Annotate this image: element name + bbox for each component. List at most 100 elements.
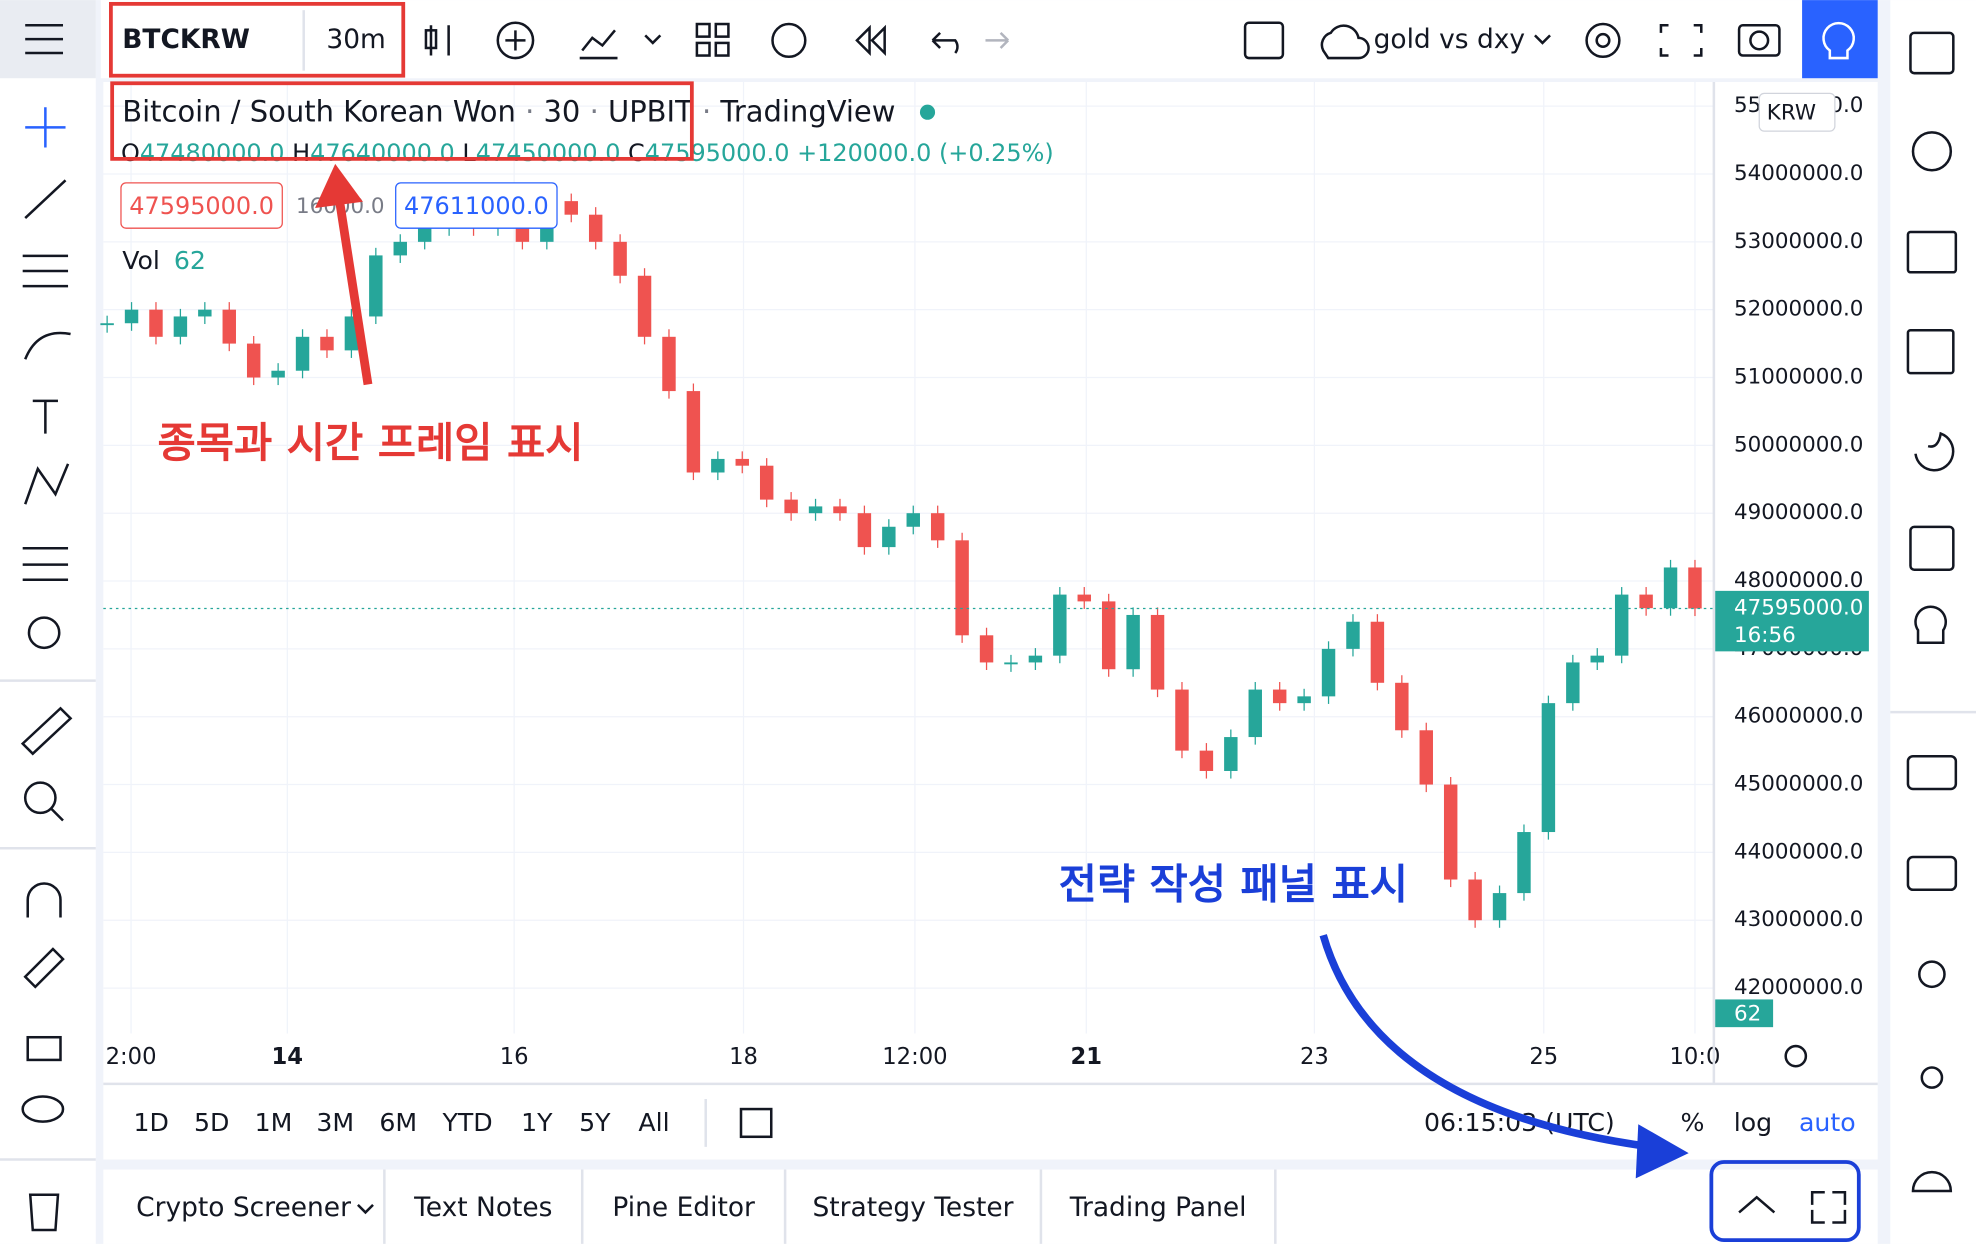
volume-label: Vol <box>122 246 160 275</box>
settings-icon[interactable] <box>1784 1044 1808 1068</box>
range-button[interactable]: 5Y <box>579 1108 611 1137</box>
currency[interactable]: KRW <box>1767 101 1816 126</box>
candle <box>1419 730 1433 785</box>
candle <box>124 309 139 324</box>
left-toolbar <box>0 0 96 1244</box>
x-tick-label: 23 <box>1300 1044 1329 1070</box>
tab[interactable]: Trading Panel <box>1069 1192 1247 1223</box>
range-button[interactable]: 1D <box>134 1108 169 1137</box>
candle <box>1566 662 1580 704</box>
candle <box>295 336 310 371</box>
candle <box>759 465 774 500</box>
range-button[interactable]: 5D <box>194 1108 229 1137</box>
symbol[interactable]: BTCKRW <box>122 24 250 55</box>
maximize-icon[interactable] <box>1810 1190 1847 1224</box>
candle <box>1272 689 1287 704</box>
candle <box>637 275 652 337</box>
dropdown-icon <box>357 1203 374 1215</box>
currency-button[interactable] <box>1758 92 1836 132</box>
candle <box>1248 689 1262 738</box>
candle <box>1150 614 1165 690</box>
candle <box>930 513 945 541</box>
blue-arrow-head <box>1635 1124 1689 1179</box>
blue-arrow <box>1319 934 1652 1151</box>
range-button[interactable]: YTD <box>441 1108 492 1137</box>
ohlc-value: 47595000.0 <box>645 139 790 167</box>
layout-name[interactable]: gold vs dxy <box>1374 24 1525 55</box>
tab[interactable]: Crypto Screener <box>136 1192 351 1223</box>
ideas-button[interactable] <box>1802 0 1878 79</box>
y-tick-label: 42000000.0 <box>1734 975 1863 1000</box>
goto-date-icon[interactable] <box>739 1107 773 1139</box>
interval[interactable]: 30m <box>326 24 385 55</box>
collapse-icon[interactable] <box>1738 1195 1776 1214</box>
sell-button[interactable] <box>120 182 283 229</box>
separator: · <box>516 95 544 129</box>
candle <box>1395 682 1409 731</box>
candle <box>1663 567 1678 609</box>
x-tick-label: 10:0 <box>1670 1044 1721 1070</box>
red-arrow-head <box>315 163 363 209</box>
candle <box>857 513 872 548</box>
range-button[interactable]: All <box>638 1108 669 1137</box>
range-button[interactable]: 6M <box>379 1108 417 1137</box>
candle <box>833 506 847 514</box>
sell-price[interactable]: 47595000.0 <box>129 192 274 220</box>
candle <box>173 316 188 337</box>
x-tick-label: 25 <box>1529 1044 1558 1070</box>
ohlc-key: O <box>121 139 140 167</box>
separator: · <box>580 95 608 129</box>
bottom-tabs-bar <box>103 1169 1878 1244</box>
change: +120000.0 (+0.25%) <box>797 139 1054 167</box>
range-button[interactable]: 3M <box>316 1108 354 1137</box>
candle <box>1077 594 1091 602</box>
y-tick-label: 48000000.0 <box>1734 568 1863 593</box>
x-tick-label: 14 <box>272 1044 304 1070</box>
candle <box>100 323 114 326</box>
tab[interactable]: Text Notes <box>413 1192 552 1223</box>
legend-title: Bitcoin / South Korean Won · 30 · UPBIT … <box>122 95 895 129</box>
y-tick-label: 45000000.0 <box>1734 772 1863 797</box>
candle <box>711 458 725 473</box>
candle <box>1175 689 1189 751</box>
y-tick-label: 49000000.0 <box>1734 500 1863 525</box>
right-toolbar <box>1890 0 1976 1244</box>
buy-button[interactable] <box>395 182 558 229</box>
legend-highlight <box>110 81 694 161</box>
candle <box>1614 594 1629 656</box>
candle <box>1492 893 1507 921</box>
y-tick-label: 43000000.0 <box>1734 907 1863 932</box>
candle <box>564 201 578 215</box>
ohlc-value: 47480000.0 <box>140 139 285 167</box>
range-button[interactable]: 1M <box>255 1108 293 1137</box>
candle <box>369 255 383 317</box>
ohlc-value: 47450000.0 <box>476 139 621 167</box>
right-toolbar-icons <box>1906 31 1958 1193</box>
candle <box>1028 655 1043 663</box>
red-arrow <box>333 188 373 386</box>
buy-price[interactable]: 47611000.0 <box>404 192 549 220</box>
x-tick-label: 21 <box>1071 1044 1103 1070</box>
candle <box>979 635 994 663</box>
space <box>285 139 293 167</box>
candle <box>320 336 334 351</box>
candle <box>1224 737 1238 771</box>
y-tick-label: 53000000.0 <box>1734 229 1863 254</box>
candle <box>882 526 896 548</box>
red-annotation: 종목과 시간 프레임 표시 <box>158 418 584 467</box>
candle <box>222 309 236 344</box>
scale-option[interactable]: auto <box>1799 1108 1856 1137</box>
candle <box>662 336 676 392</box>
range-button[interactable]: 1Y <box>521 1108 553 1137</box>
y-tick-label: 44000000.0 <box>1734 839 1863 864</box>
tab[interactable]: Strategy Tester <box>813 1192 1014 1223</box>
scale-option[interactable]: log <box>1734 1108 1772 1137</box>
candle <box>1541 703 1556 833</box>
scale-option[interactable]: % <box>1680 1108 1704 1137</box>
candle <box>1639 594 1653 609</box>
space <box>789 139 797 167</box>
range-bar: 1D 5D 1M 3M 6M YTD 1Y 5Y All 06:15:03 (UTC)% log au… <box>134 1108 1856 1137</box>
candle <box>1321 648 1336 697</box>
bottom-tabs: Crypto Screener Text Notes Pine Editor Stra… <box>136 1169 1277 1244</box>
tab[interactable]: Pine Editor <box>612 1192 755 1223</box>
